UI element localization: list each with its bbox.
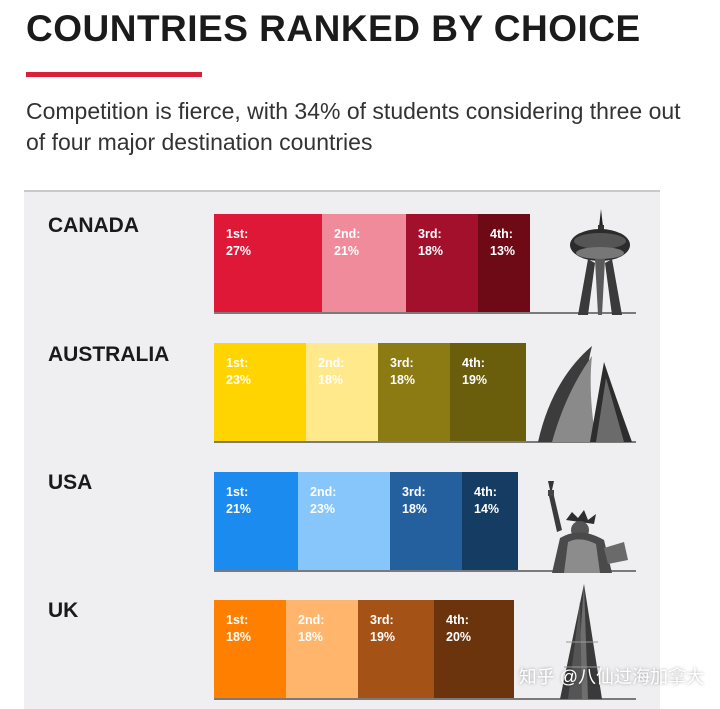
country-label-usa: USA bbox=[48, 471, 93, 494]
segment-label: 2nd: 21% bbox=[334, 226, 360, 260]
segment-rank-label: 4th: bbox=[490, 227, 513, 241]
segment-rank-label: 2nd: bbox=[310, 485, 337, 499]
segment-rank-label: 4th: bbox=[462, 356, 485, 370]
segment-label: 3rd: 18% bbox=[402, 484, 427, 518]
segment-value-label: 19% bbox=[370, 630, 396, 644]
country-label-canada: CANADA bbox=[48, 214, 139, 237]
segment-value-label: 18% bbox=[402, 502, 428, 516]
segment-value-label: 21% bbox=[226, 502, 252, 516]
segment-value-label: 20% bbox=[446, 630, 472, 644]
segment-label: 1st: 18% bbox=[226, 612, 251, 646]
country-label-australia: AUSTRALIA bbox=[48, 343, 170, 366]
segment-value-label: 13% bbox=[490, 244, 516, 258]
segment-value-label: 23% bbox=[226, 373, 252, 387]
bar-segment-uk-4: 4th: 20% bbox=[434, 600, 514, 698]
segment-label: 4th: 13% bbox=[490, 226, 515, 260]
segment-label: 3rd: 18% bbox=[390, 355, 415, 389]
segment-rank-label: 4th: bbox=[474, 485, 497, 499]
segment-rank-label: 1st: bbox=[226, 227, 249, 241]
segment-label: 2nd: 18% bbox=[298, 612, 324, 646]
watermark-text: 知乎 @八仙过海加拿大 bbox=[518, 667, 704, 687]
segment-value-label: 18% bbox=[418, 244, 444, 258]
bar-segment-uk-1: 1st: 18% bbox=[214, 600, 286, 698]
segment-rank-label: 1st: bbox=[226, 485, 249, 499]
segment-label: 4th: 19% bbox=[462, 355, 487, 389]
segment-label: 1st: 21% bbox=[226, 484, 251, 518]
bar-segment-canada-1: 1st: 27% bbox=[214, 214, 322, 312]
segment-value-label: 18% bbox=[226, 630, 252, 644]
segment-value-label: 19% bbox=[462, 373, 488, 387]
segment-rank-label: 1st: bbox=[226, 613, 249, 627]
bar-segment-australia-2: 2nd: 18% bbox=[306, 343, 378, 441]
segment-rank-label: 3rd: bbox=[402, 485, 426, 499]
the-shard-icon bbox=[560, 584, 602, 699]
segment-label: 1st: 23% bbox=[226, 355, 251, 389]
bar-segment-usa-1: 1st: 21% bbox=[214, 472, 298, 570]
country-label-uk: UK bbox=[48, 599, 79, 622]
segment-label: 4th: 14% bbox=[474, 484, 499, 518]
bar-segment-canada-2: 2nd: 21% bbox=[322, 214, 406, 312]
bar-segment-canada-4: 4th: 13% bbox=[478, 214, 530, 312]
bar-segment-canada-3: 3rd: 18% bbox=[406, 214, 478, 312]
segment-value-label: 21% bbox=[334, 244, 360, 258]
bar-segment-usa-3: 3rd: 18% bbox=[390, 472, 462, 570]
segment-value-label: 23% bbox=[310, 502, 336, 516]
row-baseline bbox=[214, 570, 636, 572]
page-title: COUNTRIES RANKED BY CHOICE bbox=[26, 8, 641, 49]
segment-value-label: 14% bbox=[474, 502, 500, 516]
segment-rank-label: 4th: bbox=[446, 613, 469, 627]
segment-label: 2nd: 23% bbox=[310, 484, 336, 518]
cn-tower-icon bbox=[570, 209, 630, 315]
statue-of-liberty-icon bbox=[548, 481, 628, 573]
bar-segment-australia-1: 1st: 23% bbox=[214, 343, 306, 441]
segment-label: 4th: 20% bbox=[446, 612, 471, 646]
bar-segment-uk-2: 2nd: 18% bbox=[286, 600, 358, 698]
row-baseline bbox=[214, 698, 636, 700]
bar-segment-australia-4: 4th: 19% bbox=[450, 343, 526, 441]
bar-segment-uk-3: 3rd: 19% bbox=[358, 600, 434, 698]
segment-label: 2nd: 18% bbox=[318, 355, 344, 389]
bar-segment-usa-4: 4th: 14% bbox=[462, 472, 518, 570]
segment-value-label: 18% bbox=[318, 373, 344, 387]
segment-value-label: 18% bbox=[298, 630, 324, 644]
segment-rank-label: 2nd: bbox=[318, 356, 345, 370]
segment-label: 3rd: 19% bbox=[370, 612, 395, 646]
segment-rank-label: 3rd: bbox=[370, 613, 394, 627]
segment-label: 1st: 27% bbox=[226, 226, 251, 260]
segment-rank-label: 3rd: bbox=[390, 356, 414, 370]
segment-rank-label: 1st: bbox=[226, 356, 249, 370]
row-baseline bbox=[214, 312, 636, 314]
segment-rank-label: 2nd: bbox=[298, 613, 325, 627]
title-accent-rule bbox=[26, 72, 202, 77]
bar-segment-australia-3: 3rd: 18% bbox=[378, 343, 450, 441]
segment-label: 3rd: 18% bbox=[418, 226, 443, 260]
row-baseline bbox=[214, 441, 636, 443]
segment-rank-label: 3rd: bbox=[418, 227, 442, 241]
segment-rank-label: 2nd: bbox=[334, 227, 361, 241]
segment-value-label: 18% bbox=[390, 373, 416, 387]
page-subtitle: Competition is fierce, with 34% of stude… bbox=[26, 98, 681, 155]
sydney-opera-house-icon bbox=[538, 346, 632, 442]
bar-segment-usa-2: 2nd: 23% bbox=[298, 472, 390, 570]
segment-value-label: 27% bbox=[226, 244, 252, 258]
